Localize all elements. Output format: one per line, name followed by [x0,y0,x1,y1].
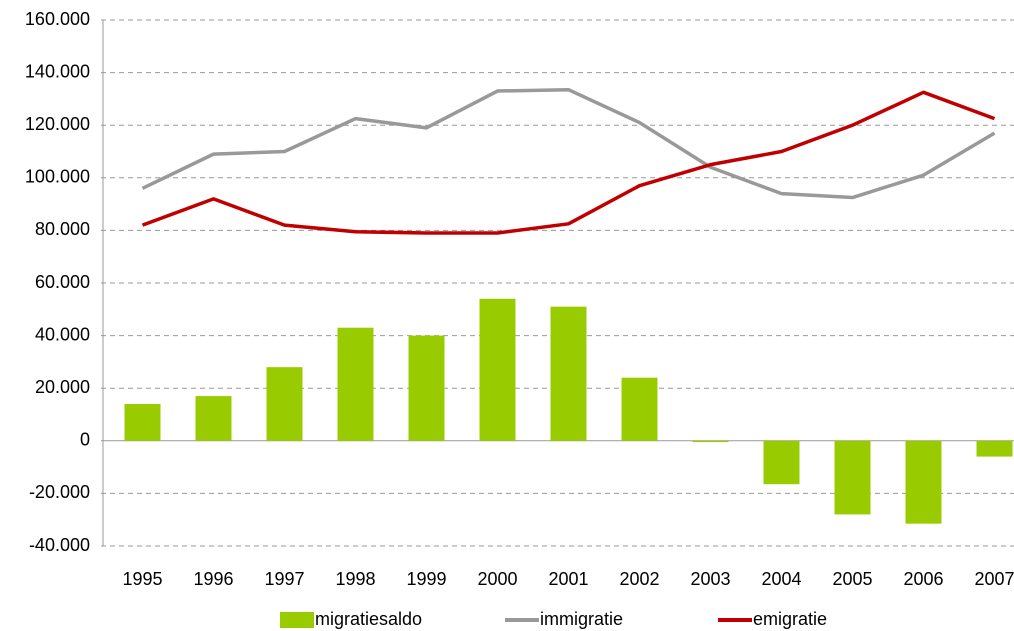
x-tick-label: 1995 [122,569,162,589]
bar [550,306,587,441]
y-tick-label: 80.000 [35,219,90,239]
bar [337,327,374,441]
legend-label: immigratie [540,609,623,629]
x-tick-label: 2006 [903,569,943,589]
x-tick-label: 2005 [832,569,872,589]
x-tick-label: 1997 [264,569,304,589]
y-tick-label: 40.000 [35,324,90,344]
x-tick-label: 2007 [974,569,1014,589]
x-tick-label: 2000 [477,569,517,589]
bar [621,377,658,441]
bar [266,367,303,441]
bar [905,440,942,524]
y-tick-label: 120.000 [25,114,90,134]
x-tick-label: 2002 [619,569,659,589]
y-tick-label: 160.000 [25,9,90,29]
line [141,90,996,235]
bar [692,440,729,443]
y-tick-label: -40.000 [29,535,90,555]
bar [124,403,161,441]
legend-label: migratiesaldo [315,609,422,629]
x-tick-label: 2001 [548,569,588,589]
x-tick-label: 1998 [335,569,375,589]
legend-label: emigratie [753,609,827,629]
bar [834,440,871,515]
y-tick-label: 100.000 [25,167,90,187]
bar [408,335,445,441]
legend-swatch [280,612,314,628]
x-tick-label: 2004 [761,569,801,589]
y-tick-label: 60.000 [35,272,90,292]
y-tick-label: -20.000 [29,482,90,502]
x-tick-label: 1996 [193,569,233,589]
y-tick-label: 20.000 [35,377,90,397]
x-tick-label: 1999 [406,569,446,589]
bar [479,298,516,441]
x-tick-label: 2003 [690,569,730,589]
bar [976,440,1013,457]
y-tick-label: 0 [80,430,90,450]
y-tick-label: 140.000 [25,61,90,81]
bar [763,440,800,485]
bar [195,396,232,441]
line [141,87,996,200]
